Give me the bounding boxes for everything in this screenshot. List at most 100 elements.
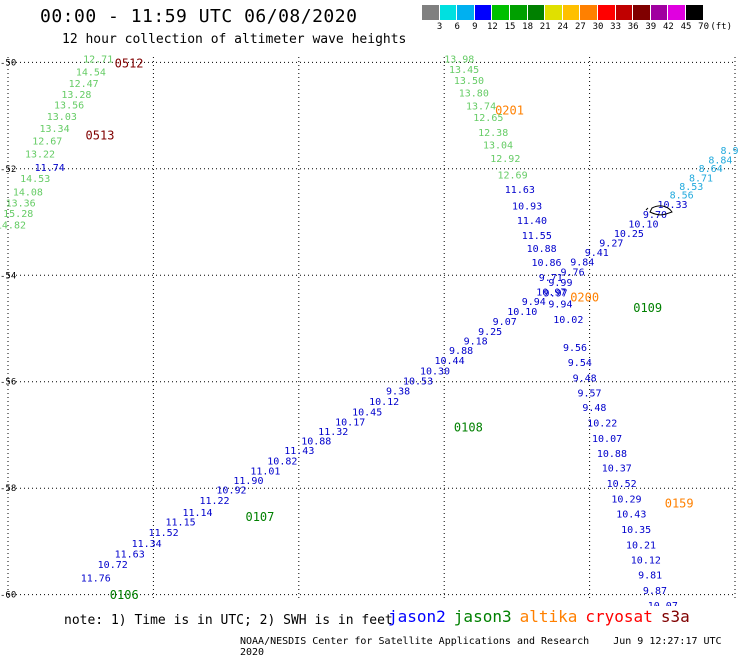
legend-label: 18 bbox=[522, 22, 534, 32]
legend-swatch bbox=[668, 5, 686, 20]
swh-reading: 10.10 bbox=[507, 307, 537, 318]
swh-reading: 10.35 bbox=[621, 525, 651, 536]
swh-reading: 13.45 bbox=[449, 65, 479, 76]
time-tag: 0512 bbox=[115, 56, 144, 70]
legend-label: (ft) bbox=[710, 22, 733, 32]
swh-reading: 12.47 bbox=[69, 79, 99, 90]
legend-label: 15 bbox=[504, 22, 516, 32]
swh-reading: 10.93 bbox=[512, 201, 542, 212]
swh-reading: 10.12 bbox=[369, 397, 399, 408]
swh-reading: 13.03 bbox=[47, 112, 77, 123]
swh-reading: 13.74 bbox=[466, 102, 496, 113]
track-jason2: 11.6310.9311.4011.5510.8810.869.719.979.… bbox=[505, 185, 678, 606]
swh-reading: 13.50 bbox=[454, 76, 484, 87]
map-subtitle: 12 hour collection of altimeter wave hei… bbox=[62, 32, 407, 47]
time-tag: 0108 bbox=[454, 420, 483, 434]
swh-reading: 9.94 bbox=[522, 297, 546, 308]
swh-reading: 10.29 bbox=[611, 495, 641, 506]
swh-reading: 8.56 bbox=[670, 191, 694, 202]
swh-reading: 9.07 bbox=[493, 317, 517, 328]
swh-reading: 9.57 bbox=[577, 389, 601, 400]
time-tag: 0200 bbox=[570, 291, 599, 305]
legend-swatch bbox=[545, 5, 563, 20]
lat-tick-label: -60 bbox=[0, 591, 16, 601]
legend-label: 12 bbox=[486, 22, 498, 32]
time-tag: 0106 bbox=[110, 588, 139, 602]
swh-reading: 11.74 bbox=[35, 163, 65, 174]
legend-swatch bbox=[597, 5, 616, 20]
swh-reading: 11.40 bbox=[517, 216, 547, 227]
track-jason2: 8.568.538.718.648.848.9 bbox=[670, 146, 739, 202]
time-tags: 0512 0513 0201 0200 0109 0108 0159 0107 0106 bbox=[86, 56, 694, 602]
swh-reading: 13.56 bbox=[54, 101, 84, 112]
swh-reading: 10.72 bbox=[98, 560, 128, 571]
swh-reading: 13.28 bbox=[61, 90, 91, 101]
lat-lon-grid bbox=[7, 57, 736, 600]
swh-reading: 12.67 bbox=[32, 136, 62, 147]
swh-reading: 9.18 bbox=[464, 336, 488, 347]
legend-swatch bbox=[562, 5, 581, 20]
swh-reading: 9.71 bbox=[539, 273, 563, 284]
legend-label: 30 bbox=[592, 22, 604, 32]
satellite-altika: altika bbox=[519, 607, 578, 626]
swh-reading: 12.92 bbox=[490, 154, 520, 165]
swh-reading: 11.43 bbox=[284, 446, 314, 457]
swh-reading: 13.04 bbox=[483, 141, 513, 152]
swh-reading: 12.71 bbox=[83, 54, 113, 65]
satellite-jason3: jason3 bbox=[453, 607, 512, 626]
swh-reading: 9.97 bbox=[544, 289, 568, 300]
swh-reading: 10.86 bbox=[531, 258, 561, 269]
swh-reading: 11.90 bbox=[233, 476, 263, 487]
swh-reading: 10.17 bbox=[335, 417, 365, 428]
swh-reading: 9.48 bbox=[582, 403, 606, 414]
swh-reading: 10.07 bbox=[592, 434, 622, 445]
swh-reading: 11.76 bbox=[81, 573, 111, 584]
legend-label: 33 bbox=[610, 22, 622, 32]
swh-reading: 11.14 bbox=[182, 508, 212, 519]
legend-label: 9 bbox=[472, 22, 478, 32]
swh-reading: 13.36 bbox=[6, 199, 36, 210]
swh-reading: 8.53 bbox=[679, 182, 703, 193]
legend-label: 3 bbox=[436, 22, 443, 32]
swh-reading: 10.92 bbox=[216, 486, 246, 497]
swh-reading: 8.64 bbox=[699, 164, 723, 175]
swh-reading: 10.21 bbox=[626, 540, 656, 551]
swh-reading: 10.22 bbox=[587, 418, 617, 429]
legend-swatch bbox=[509, 5, 528, 20]
satellite-s3a: s3a bbox=[660, 607, 690, 626]
legend-label: 6 bbox=[454, 22, 460, 32]
swh-reading: 8.71 bbox=[689, 174, 713, 185]
swh-reading: 10.88 bbox=[527, 244, 557, 255]
satellite-jason2: jason2 bbox=[388, 607, 446, 626]
swh-reading: 9.25 bbox=[478, 327, 502, 338]
track-jason3: 12.71 14.5412.4713.2813.5613.0313.3412.67… bbox=[0, 54, 113, 231]
legend-label: 42 bbox=[662, 22, 674, 32]
satellite-tracks: 12.71 14.5412.4713.2813.5613.0313.3412.67… bbox=[0, 54, 739, 606]
legend-swatch bbox=[492, 5, 510, 20]
axis-tick-labels: 606366697275-50-52-54-56-58-60 bbox=[0, 58, 16, 601]
swh-reading: 10.97 bbox=[536, 287, 566, 298]
legend-label: 45 bbox=[680, 22, 692, 32]
swh-reading: 13.22 bbox=[25, 150, 55, 161]
swh-reading: 9.84 bbox=[570, 258, 594, 269]
legend-swatch bbox=[527, 5, 546, 20]
legend-swatch bbox=[580, 5, 598, 20]
swh-reading: 9.87 bbox=[643, 586, 667, 597]
island-outline bbox=[645, 205, 673, 216]
legend-swatch bbox=[474, 5, 493, 20]
legend-swatch bbox=[633, 5, 651, 20]
swh-reading: 11.55 bbox=[522, 231, 552, 242]
swh-reading: 11.52 bbox=[149, 528, 179, 539]
swh-reading: 10.30 bbox=[420, 366, 450, 377]
swh-reading: 9.81 bbox=[638, 571, 662, 582]
track-jason2: 11.74 bbox=[35, 163, 65, 174]
satellite-cryosat: cryosat bbox=[585, 607, 653, 626]
swh-reading: 12.69 bbox=[498, 170, 528, 181]
legend-labels: 3 6 9 12 15 18 21 24 27 30 33 36 39 42 45 70 (ft) bbox=[422, 20, 740, 32]
legend-swatch bbox=[457, 5, 475, 20]
swh-reading: 9.27 bbox=[599, 239, 623, 250]
swh-reading: 12.65 bbox=[473, 113, 503, 124]
legend-label: 70 bbox=[698, 22, 710, 32]
footer-credit: NOAA/NESDIS Center for Satellite Applica… bbox=[240, 636, 740, 658]
